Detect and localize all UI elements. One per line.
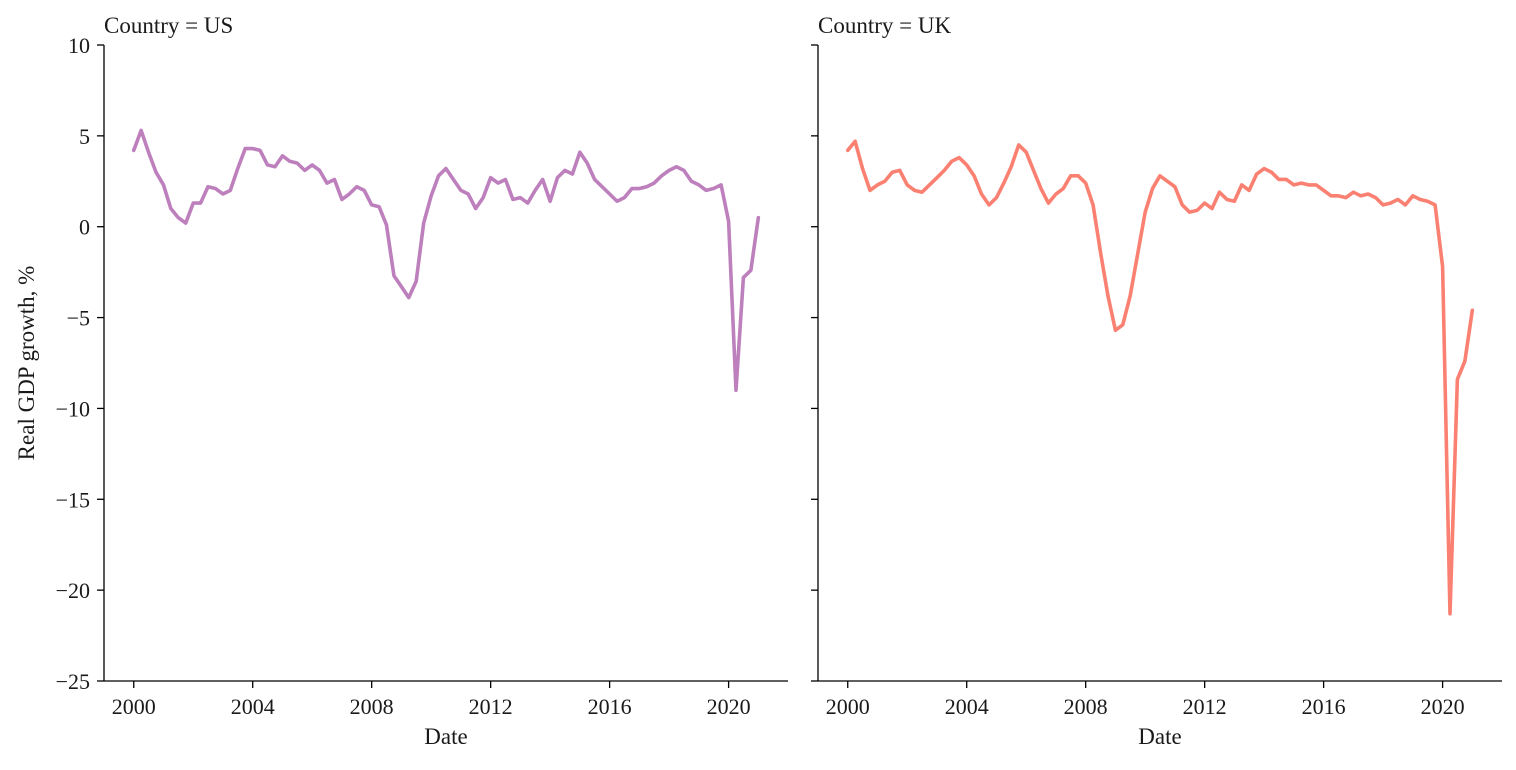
x-tick-label: 2000 xyxy=(112,694,156,719)
y-tick-label: 0 xyxy=(79,215,90,240)
y-tick-label: −10 xyxy=(56,396,90,421)
x-tick-label: 2016 xyxy=(1302,694,1346,719)
x-axis-title: Date xyxy=(424,724,467,749)
y-tick-label: −5 xyxy=(67,306,90,331)
panel-uk: Country = UK 2000 2004 2008 2012 2016 2020 Date xyxy=(811,13,1502,749)
x-tick-label: 2012 xyxy=(1183,694,1227,719)
y-tick-label: 10 xyxy=(68,33,90,58)
x-tick-label: 2004 xyxy=(945,694,989,719)
y-tick-label: −15 xyxy=(56,487,90,512)
x-tick-label: 2008 xyxy=(350,694,394,719)
x-tick-label: 2008 xyxy=(1064,694,1108,719)
series-line-uk xyxy=(845,139,1475,616)
panel-title: Country = UK xyxy=(818,13,951,38)
series-line-us xyxy=(131,128,761,393)
x-axis-title: Date xyxy=(1138,724,1181,749)
x-tick-label: 2000 xyxy=(826,694,870,719)
y-tick-label: 5 xyxy=(79,124,90,149)
x-tick-label: 2020 xyxy=(707,694,751,719)
panel-us: Country = US 10 5 0 −5 −10 −15 −20 −25 2000 2004 20… xyxy=(56,13,788,749)
y-axis-title: Real GDP growth, % xyxy=(14,266,39,461)
x-tick-label: 2004 xyxy=(231,694,275,719)
y-tick-label: −25 xyxy=(56,669,90,694)
x-tick-label: 2012 xyxy=(469,694,513,719)
y-tick-label: −20 xyxy=(56,578,90,603)
panel-title: Country = US xyxy=(104,13,233,38)
x-tick-label: 2016 xyxy=(588,694,632,719)
x-tick-label: 2020 xyxy=(1421,694,1465,719)
